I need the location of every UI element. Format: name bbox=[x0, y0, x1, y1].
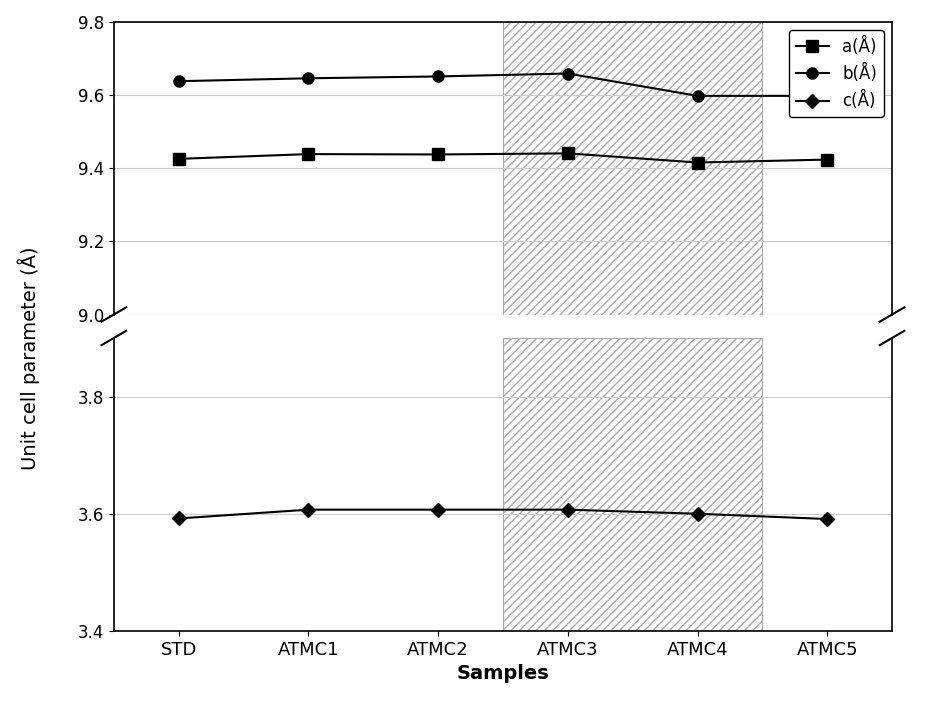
b(Å) bbox=[303, 74, 314, 82]
c(Å) bbox=[822, 515, 833, 523]
b(Å) bbox=[692, 92, 703, 100]
Bar bbox=[503, 338, 762, 631]
c(Å) bbox=[562, 505, 573, 514]
b(Å) bbox=[822, 92, 833, 100]
Line: c(Å): c(Å) bbox=[174, 505, 832, 524]
a(Å) bbox=[562, 149, 573, 158]
b(Å) bbox=[562, 70, 573, 78]
a(Å) bbox=[822, 156, 833, 164]
a(Å) bbox=[303, 150, 314, 158]
a(Å) bbox=[173, 155, 184, 163]
Legend: a(Å), b(Å), c(Å): a(Å), b(Å), c(Å) bbox=[789, 30, 884, 117]
Line: b(Å): b(Å) bbox=[173, 68, 833, 101]
a(Å) bbox=[433, 150, 444, 158]
Bar bbox=[503, 22, 762, 315]
c(Å) bbox=[303, 505, 314, 514]
X-axis label: Samples: Samples bbox=[456, 664, 549, 683]
Line: a(Å): a(Å) bbox=[173, 148, 833, 168]
b(Å) bbox=[433, 72, 444, 81]
c(Å) bbox=[433, 505, 444, 514]
a(Å) bbox=[692, 158, 703, 167]
b(Å) bbox=[173, 77, 184, 85]
c(Å) bbox=[692, 510, 703, 518]
Text: Unit cell parameter (Å): Unit cell parameter (Å) bbox=[17, 247, 40, 470]
c(Å) bbox=[173, 514, 184, 523]
